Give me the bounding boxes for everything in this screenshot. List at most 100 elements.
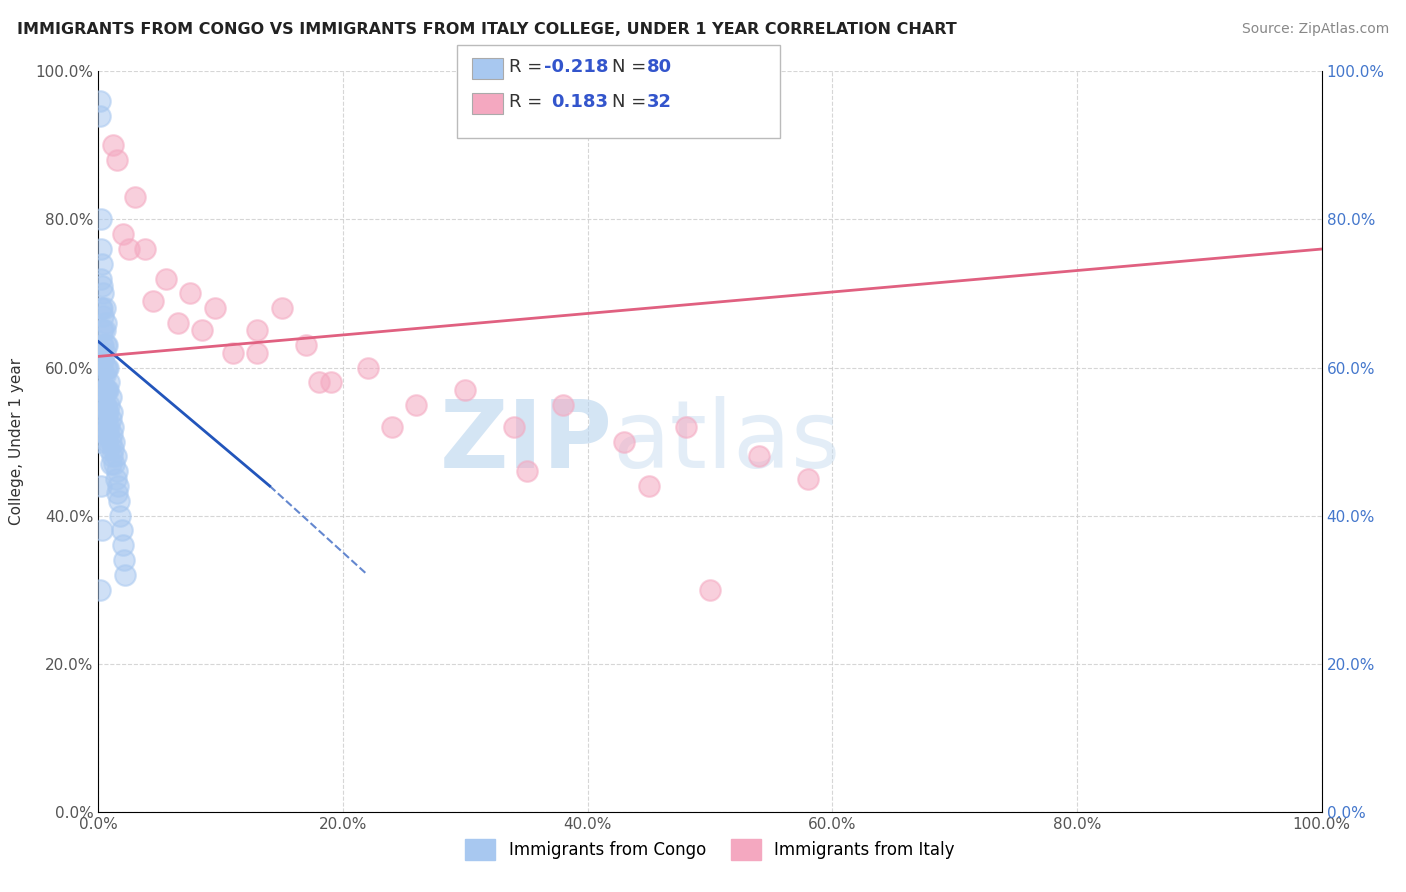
Point xyxy=(356,360,378,375)
Point xyxy=(97,427,120,442)
Point xyxy=(93,412,115,426)
Point xyxy=(94,383,117,397)
Text: R =: R = xyxy=(509,58,548,76)
Point xyxy=(748,450,770,464)
Point xyxy=(91,353,114,368)
Point xyxy=(91,524,114,538)
Point xyxy=(553,398,575,412)
Point xyxy=(381,419,404,434)
Point xyxy=(797,471,820,485)
Point xyxy=(637,479,661,493)
Point xyxy=(93,419,115,434)
Point xyxy=(134,242,156,256)
Point xyxy=(222,345,245,359)
Point xyxy=(91,398,114,412)
Point xyxy=(93,427,115,442)
Point xyxy=(91,405,114,419)
Point xyxy=(91,286,114,301)
Point xyxy=(98,398,121,412)
Point xyxy=(100,434,122,449)
Point xyxy=(104,450,127,464)
Point xyxy=(91,279,114,293)
Legend: Immigrants from Congo, Immigrants from Italy: Immigrants from Congo, Immigrants from I… xyxy=(458,832,962,866)
Point xyxy=(91,338,114,352)
Point xyxy=(91,324,114,338)
Point xyxy=(91,257,114,271)
Point xyxy=(110,508,132,523)
Point xyxy=(91,301,114,316)
Point xyxy=(270,301,294,316)
Point xyxy=(101,427,124,442)
Point xyxy=(91,324,114,338)
Point xyxy=(101,450,124,464)
Text: ZIP: ZIP xyxy=(439,395,612,488)
Point xyxy=(107,479,129,493)
Point xyxy=(503,419,526,434)
Point xyxy=(111,227,134,242)
Point xyxy=(91,345,114,359)
Point xyxy=(319,376,342,390)
Point xyxy=(405,398,427,412)
Point xyxy=(167,316,190,330)
Point xyxy=(97,405,120,419)
Point xyxy=(94,427,117,442)
Point xyxy=(89,434,111,449)
Point xyxy=(93,345,115,359)
Point xyxy=(114,567,136,582)
Point xyxy=(91,383,114,397)
Point xyxy=(90,271,112,285)
Point xyxy=(96,383,118,397)
Point xyxy=(90,212,112,227)
Text: 80: 80 xyxy=(647,58,672,76)
Point xyxy=(98,442,121,456)
Point xyxy=(105,464,128,478)
Text: IMMIGRANTS FROM CONGO VS IMMIGRANTS FROM ITALY COLLEGE, UNDER 1 YEAR CORRELATION: IMMIGRANTS FROM CONGO VS IMMIGRANTS FROM… xyxy=(17,22,956,37)
Point xyxy=(454,383,477,397)
Point xyxy=(91,360,114,375)
Text: 32: 32 xyxy=(647,93,672,111)
Y-axis label: College, Under 1 year: College, Under 1 year xyxy=(10,358,24,525)
Text: N =: N = xyxy=(612,58,651,76)
Text: Source: ZipAtlas.com: Source: ZipAtlas.com xyxy=(1241,22,1389,37)
Point xyxy=(100,457,122,471)
Point xyxy=(613,434,636,449)
Point xyxy=(100,412,122,426)
Point xyxy=(246,324,269,338)
Point xyxy=(101,138,124,153)
Point xyxy=(93,368,115,382)
Text: -0.218: -0.218 xyxy=(544,58,609,76)
Text: atlas: atlas xyxy=(612,395,841,488)
Text: R =: R = xyxy=(509,93,548,111)
Point xyxy=(103,457,125,471)
Point xyxy=(89,109,111,123)
Point xyxy=(89,582,111,597)
Point xyxy=(295,338,318,352)
Text: 0.183: 0.183 xyxy=(551,93,609,111)
Point xyxy=(97,383,120,397)
Point xyxy=(675,419,697,434)
Point xyxy=(101,405,124,419)
Point xyxy=(96,419,118,434)
Point xyxy=(96,338,118,352)
Point xyxy=(108,493,131,508)
Point xyxy=(96,434,118,449)
Point xyxy=(104,471,127,485)
Point xyxy=(89,94,111,108)
Point xyxy=(94,338,117,352)
Point xyxy=(91,390,114,404)
Point xyxy=(105,486,128,500)
Text: N =: N = xyxy=(612,93,651,111)
Point xyxy=(93,383,115,397)
Point xyxy=(111,524,134,538)
Point xyxy=(308,376,330,390)
Point xyxy=(94,316,117,330)
Point xyxy=(101,419,124,434)
Point xyxy=(105,153,128,168)
Point xyxy=(179,286,201,301)
Point xyxy=(112,553,135,567)
Point xyxy=(101,442,124,456)
Point xyxy=(97,360,120,375)
Point xyxy=(91,353,114,368)
Point xyxy=(91,368,114,382)
Point xyxy=(515,464,537,478)
